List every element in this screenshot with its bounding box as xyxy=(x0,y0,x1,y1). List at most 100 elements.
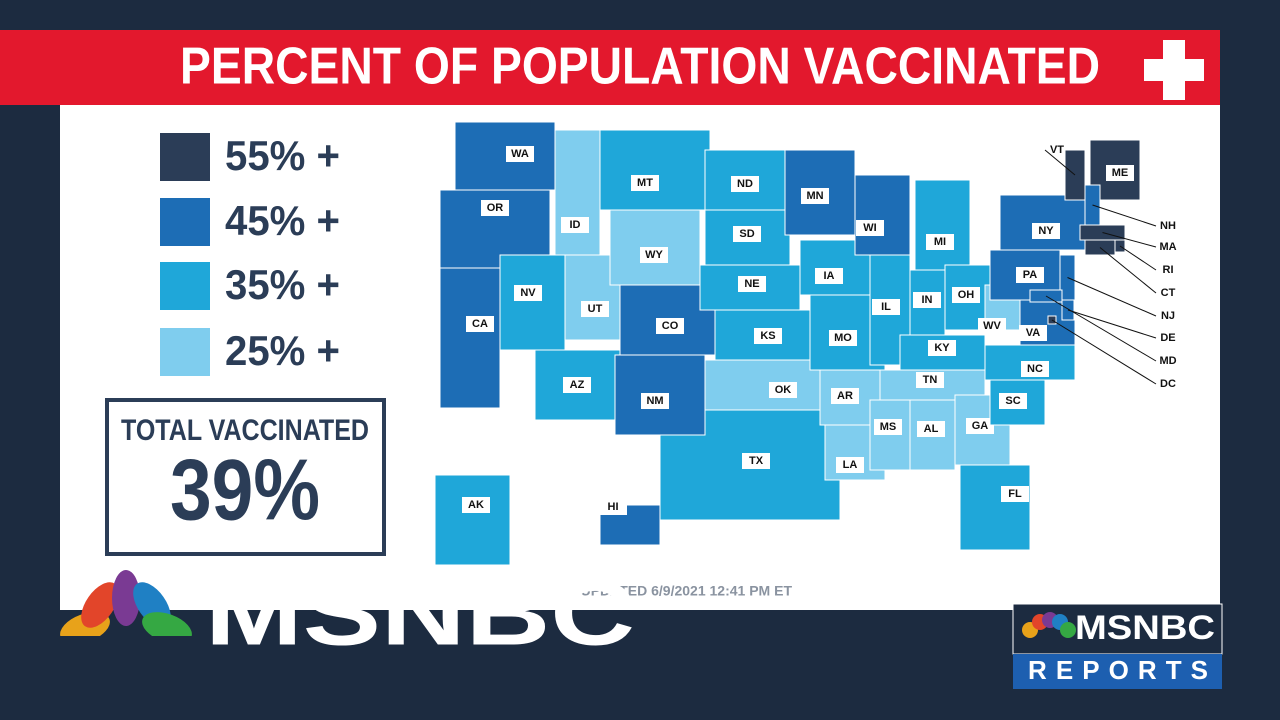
state-label-box xyxy=(640,247,668,263)
state-label: OH xyxy=(958,289,975,301)
state-label: NE xyxy=(744,278,759,290)
state xyxy=(434,474,511,566)
legend-label: 35% + xyxy=(225,261,340,308)
title-bar xyxy=(0,30,1220,105)
state-label-box xyxy=(631,175,659,191)
state-label-box xyxy=(836,457,864,473)
state-label-box xyxy=(952,287,980,303)
state-label: NH xyxy=(1160,220,1176,232)
state-label: IN xyxy=(922,294,933,306)
state-label: ME xyxy=(1112,167,1129,179)
state-label-box xyxy=(462,497,490,513)
state-label: OK xyxy=(775,384,792,396)
state-label: FL xyxy=(1008,488,1022,500)
state-label: ID xyxy=(570,219,581,231)
state-label: VT xyxy=(1050,144,1064,156)
title: PERCENT OF POPULATION VACCINATED xyxy=(180,38,1100,96)
state xyxy=(454,121,556,191)
state-label-box xyxy=(1019,325,1047,341)
state-label-box xyxy=(831,388,859,404)
leader-line xyxy=(1092,204,1157,227)
state-label: NM xyxy=(646,395,663,407)
state-label: NV xyxy=(520,287,536,299)
legend-swatch xyxy=(160,133,210,181)
state xyxy=(499,254,566,351)
state-label-box xyxy=(926,234,954,250)
state-label-box xyxy=(801,188,829,204)
state-label-box xyxy=(913,292,941,308)
state-label-box xyxy=(506,146,534,162)
state-label: MA xyxy=(1159,241,1176,253)
leader-line xyxy=(1119,245,1157,271)
state xyxy=(439,267,501,409)
cross-icon xyxy=(1144,40,1204,100)
legend-swatch xyxy=(160,262,210,310)
state-label: MO xyxy=(834,332,852,344)
peacock-logo xyxy=(60,570,194,656)
legend-label: 45% + xyxy=(225,197,340,244)
state-label: WV xyxy=(983,320,1001,332)
state-label-box xyxy=(966,418,994,434)
state-label-box xyxy=(754,328,782,344)
state-label: ND xyxy=(737,178,753,190)
mini-peacock xyxy=(1022,612,1076,638)
state-label: MI xyxy=(934,236,946,248)
state-label: RI xyxy=(1163,264,1174,276)
leader-line xyxy=(1045,295,1157,362)
state-label-box xyxy=(978,318,1006,334)
state-label: WY xyxy=(645,249,663,261)
legend-swatch xyxy=(160,198,210,246)
state-label: LA xyxy=(843,459,858,471)
state xyxy=(999,194,1091,251)
state-label: KS xyxy=(760,330,775,342)
show-bug-bottom xyxy=(1013,654,1222,689)
state-label: VA xyxy=(1026,327,1041,339)
state-label-box xyxy=(928,340,956,356)
state-label-box xyxy=(656,318,684,334)
state-label-box xyxy=(481,200,509,216)
leader-line xyxy=(1051,319,1157,385)
state-label: KY xyxy=(934,342,950,354)
state-label: DC xyxy=(1160,378,1176,390)
state-label: PA xyxy=(1023,269,1038,281)
state-label: IA xyxy=(824,270,835,282)
state-label: WI xyxy=(863,222,876,234)
state-label-box xyxy=(738,276,766,292)
state-label: AZ xyxy=(570,379,585,391)
state-label-box xyxy=(733,226,761,242)
state-label: CO xyxy=(662,320,679,332)
legend-label: 25% + xyxy=(225,327,340,374)
state-label-box xyxy=(742,453,770,469)
state xyxy=(914,179,971,271)
state-label-box xyxy=(1016,267,1044,283)
state-label-box xyxy=(999,393,1027,409)
state-label-box xyxy=(514,285,542,301)
state-label-box xyxy=(769,382,797,398)
state-label-box xyxy=(1001,486,1029,502)
state-label: MN xyxy=(806,190,823,202)
show-segment: REPORTS xyxy=(1028,655,1208,685)
state-label: AL xyxy=(924,423,939,435)
total-value: 39% xyxy=(170,443,320,539)
state-label: SD xyxy=(739,228,754,240)
state-label: DE xyxy=(1160,332,1175,344)
us-map: TX WA OR CA ID NV UT AZ MT WY CO NM ND SD NE KS OK MN IA MO… xyxy=(434,121,1177,566)
state xyxy=(959,464,1031,551)
network-logo: MSNBC xyxy=(205,562,635,664)
state-label-box xyxy=(829,330,857,346)
state-label-box xyxy=(466,316,494,332)
state-label: NY xyxy=(1038,225,1054,237)
state-label: AK xyxy=(468,499,484,511)
legend-swatch xyxy=(160,328,210,376)
state-label-box xyxy=(1106,165,1134,181)
state-label: MD xyxy=(1159,355,1176,367)
state-label: WA xyxy=(511,148,529,160)
state-label: AR xyxy=(837,390,853,402)
state-label-box xyxy=(599,499,627,515)
state-label: OR xyxy=(487,202,504,214)
state-label: UT xyxy=(588,303,603,315)
state xyxy=(599,129,711,211)
state-label: NJ xyxy=(1161,310,1175,322)
state-label-box xyxy=(1032,223,1060,239)
